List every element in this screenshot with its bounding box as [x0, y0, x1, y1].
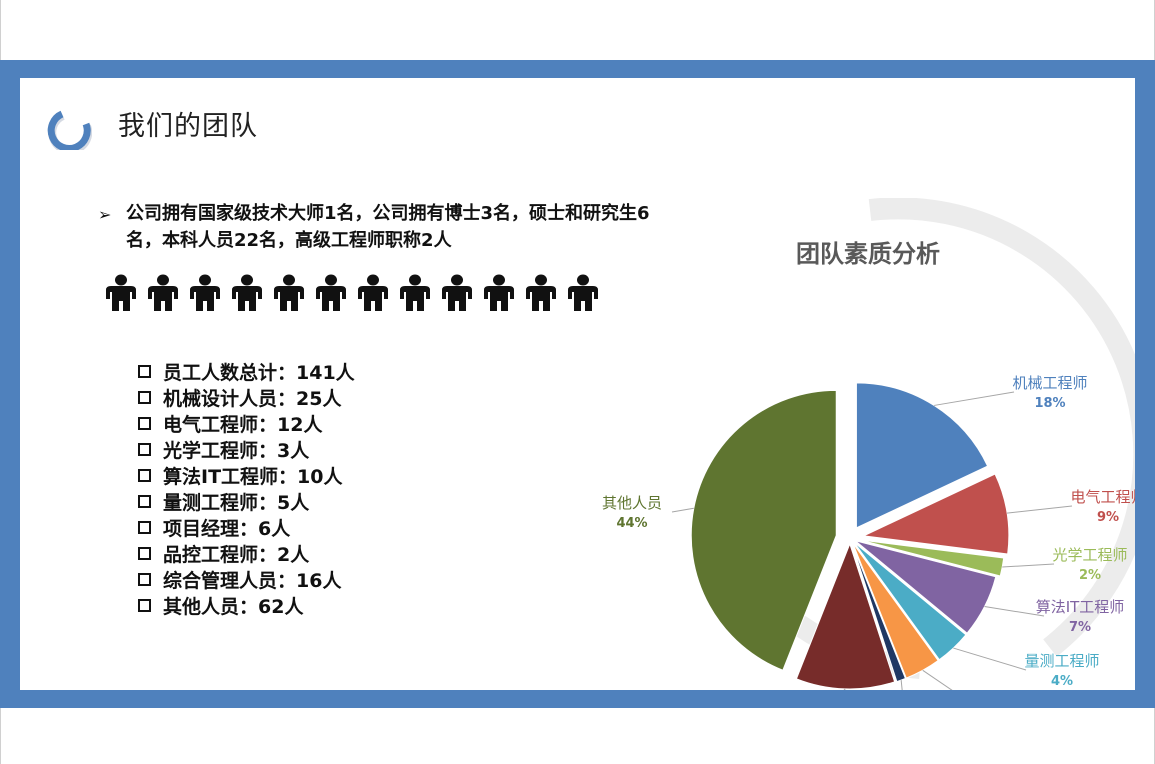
- slice-label: 光学工程师: [1052, 546, 1127, 564]
- checkbox-bullet-icon: [138, 468, 151, 482]
- leader-line: [900, 680, 903, 690]
- stat-text: 品控工程师：2人: [163, 543, 310, 566]
- slice-percent-label: 7%: [1069, 620, 1091, 635]
- stat-item: 算法IT工程师：10人: [138, 462, 355, 488]
- top-margin: [0, 0, 1155, 60]
- checkbox-bullet-icon: [138, 494, 151, 508]
- arrow-bullet-icon: ➢: [98, 205, 112, 224]
- slice-percent-label: 2%: [1079, 568, 1101, 583]
- slice-label: 其他人员: [602, 494, 662, 512]
- page-title: 我们的团队: [118, 111, 258, 142]
- stat-text: 其他人员：62人: [163, 595, 304, 618]
- slice-label: 量测工程师: [1024, 652, 1099, 670]
- person-icon: [232, 274, 262, 311]
- leader-line: [922, 669, 953, 690]
- slice-percent-label: 9%: [1097, 510, 1119, 525]
- person-icons-row: [102, 274, 606, 312]
- leader-line: [1002, 563, 1055, 568]
- checkbox-bullet-icon: [138, 546, 151, 560]
- stat-text: 电气工程师：12人: [163, 413, 323, 436]
- person-icon: [484, 274, 514, 311]
- staff-stats-list: 员工人数总计：141人 机械设计人员：25人 电气工程师：12人 光学工程师：3人算法…: [138, 358, 355, 618]
- person-icon: [190, 274, 220, 311]
- person-icon: [316, 274, 346, 311]
- checkbox-bullet-icon: [138, 364, 151, 378]
- checkbox-bullet-icon: [138, 598, 151, 612]
- stat-item: 项目经理：6人: [138, 514, 355, 540]
- stat-item: 光学工程师：3人: [138, 436, 355, 462]
- leader-line: [671, 507, 694, 513]
- person-icon: [442, 274, 472, 311]
- pie-slice: [690, 389, 837, 671]
- leader-line: [953, 647, 1027, 671]
- bottom-margin: [0, 708, 1155, 764]
- team-quality-pie-chart: 团队素质分析 机械工程师 18% 电气工程师 9% 光学工程师 2% 算法IT工程师 7% 量测…: [602, 198, 1135, 690]
- stat-item: 量测工程师：5人: [138, 488, 355, 514]
- stat-item: 其他人员：62人: [138, 592, 355, 618]
- stat-item: 员工人数总计：141人: [138, 358, 355, 384]
- slice-label: 电气工程师: [1070, 488, 1135, 506]
- person-icon: [568, 274, 598, 311]
- slide-content: 我们的团队 ➢ 公司拥有国家级技术大师1名，公司拥有博士3名，硕士和研究生6名，…: [20, 78, 1135, 690]
- pie-slice: [855, 382, 989, 529]
- stat-text: 光学工程师：3人: [163, 439, 310, 462]
- person-icon: [148, 274, 178, 311]
- stat-item: 品控工程师：2人: [138, 540, 355, 566]
- person-icon: [106, 274, 136, 311]
- checkbox-bullet-icon: [138, 520, 151, 534]
- intro-bullet: ➢ 公司拥有国家级技术大师1名，公司拥有博士3名，硕士和研究生6名，本科人员22…: [98, 200, 678, 254]
- stat-text: 算法IT工程师：10人: [163, 465, 343, 488]
- ring-logo-icon: [47, 110, 92, 150]
- stat-item: 电气工程师：12人: [138, 410, 355, 436]
- leader-line: [934, 391, 1015, 406]
- stat-text: 项目经理：6人: [163, 517, 291, 540]
- stat-item: 机械设计人员：25人: [138, 384, 355, 410]
- stat-text: 综合管理人员：16人: [163, 569, 342, 592]
- leader-line: [984, 606, 1045, 617]
- person-icon: [274, 274, 304, 311]
- slice-label: 机械工程师: [1012, 374, 1087, 392]
- stat-text: 机械设计人员：25人: [163, 387, 342, 410]
- leader-line: [1006, 505, 1073, 514]
- slice-percent-label: 18%: [1034, 396, 1065, 411]
- person-icon: [358, 274, 388, 311]
- pie-slice: [855, 540, 997, 634]
- slice-percent-label: 44%: [616, 516, 647, 531]
- checkbox-bullet-icon: [138, 572, 151, 586]
- pie-slice: [851, 543, 907, 683]
- background-ring-decoration: [868, 198, 1135, 657]
- checkbox-bullet-icon: [138, 390, 151, 404]
- chart-title: 团队素质分析: [796, 240, 940, 268]
- slice-percent-label: 4%: [1051, 674, 1073, 689]
- person-icon: [526, 274, 556, 311]
- pie-slice: [852, 542, 939, 679]
- pie-slice: [862, 473, 1010, 555]
- intro-text: 公司拥有国家级技术大师1名，公司拥有博士3名，硕士和研究生6名，本科人员22名，…: [126, 203, 650, 251]
- stat-item: 综合管理人员：16人: [138, 566, 355, 592]
- stat-text: 员工人数总计：141人: [163, 361, 355, 384]
- checkbox-bullet-icon: [138, 442, 151, 456]
- stat-text: 量测工程师：5人: [163, 491, 310, 514]
- leader-line: [843, 688, 846, 690]
- slice-label: 算法IT工程师: [1036, 598, 1125, 616]
- checkbox-bullet-icon: [138, 416, 151, 430]
- person-icon: [400, 274, 430, 311]
